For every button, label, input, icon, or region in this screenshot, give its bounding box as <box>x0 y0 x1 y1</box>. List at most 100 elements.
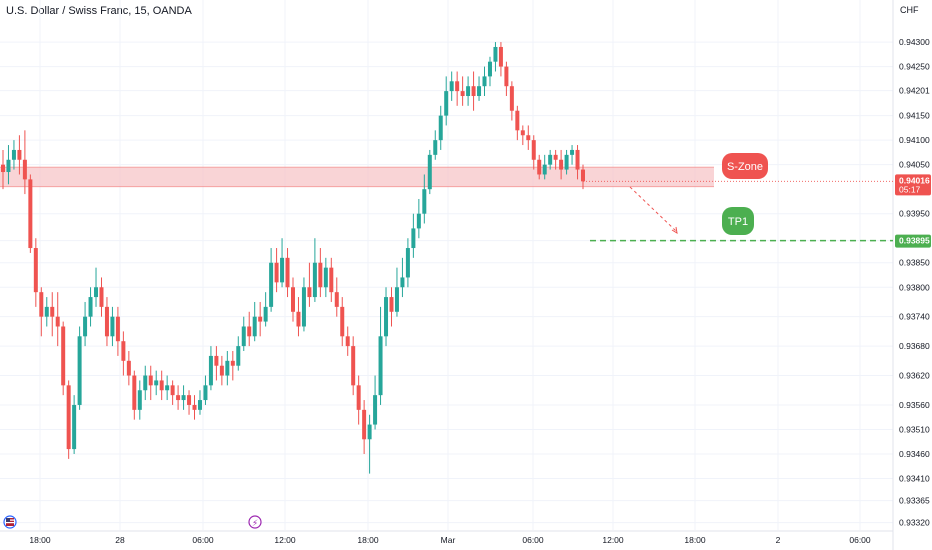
lightning-icon[interactable]: ⚡ <box>248 515 262 529</box>
candle-down <box>187 395 192 405</box>
candle-up <box>181 395 186 401</box>
time-tick-label: Mar <box>441 535 456 545</box>
candle-up <box>208 355 213 386</box>
candle-down <box>509 86 514 111</box>
candle-down <box>148 375 153 386</box>
current-price-badge-bg <box>895 174 931 196</box>
candle-down <box>258 316 263 322</box>
candle-down <box>115 316 120 342</box>
target-label: TP1 <box>722 207 754 235</box>
price-tick-label: 0.93800 <box>899 282 930 292</box>
price-tick-label: 0.94050 <box>899 160 930 170</box>
price-tick-label: 0.93320 <box>899 518 930 528</box>
candle-up <box>411 228 416 249</box>
flag-stripe-white <box>6 522 14 524</box>
candle-down <box>121 341 126 361</box>
candle-up <box>427 154 432 190</box>
target-label-pill <box>722 207 754 235</box>
candle-down <box>351 346 356 386</box>
projection-path <box>629 186 677 232</box>
price-tick-label: 0.93850 <box>899 258 930 268</box>
price-tick-label: 0.93620 <box>899 371 930 381</box>
candle-up <box>422 189 427 214</box>
candle-up <box>400 277 405 288</box>
candle-up <box>110 316 115 337</box>
candle-down <box>55 316 60 327</box>
candle-down <box>575 149 580 170</box>
countdown-timer: 05:17 <box>899 184 921 194</box>
us-flag-icon[interactable] <box>3 515 17 529</box>
candle-up <box>301 287 306 327</box>
zone-label-pill <box>722 153 768 179</box>
time-tick-label: 06:00 <box>192 535 214 545</box>
candle-down <box>526 135 531 141</box>
candle-up <box>570 149 575 155</box>
candle-up <box>542 164 547 175</box>
candle-down <box>329 267 334 293</box>
candle-down <box>389 297 394 312</box>
candle-down <box>460 91 465 97</box>
candle-down <box>230 360 235 366</box>
candle-down <box>362 409 367 440</box>
candle-down <box>126 360 131 376</box>
target-price-badge-bg <box>895 234 931 248</box>
time-axis-labels: 18:00 28 06:00 12:00 18:00 Mar 06:00 12:00 18:00… <box>29 535 871 545</box>
candle-up <box>72 404 77 450</box>
candle-down <box>214 355 219 366</box>
candle-down <box>291 287 295 312</box>
candle-down <box>498 46 503 67</box>
candles <box>1 42 585 474</box>
candle-down <box>504 66 509 87</box>
candle-down <box>61 326 66 386</box>
candle-down <box>531 140 536 160</box>
candle-down <box>274 262 279 283</box>
price-tick-label: 0.93510 <box>899 424 930 434</box>
zone-label-text: S-Zone <box>727 161 763 173</box>
symbol-title: U.S. Dollar / Swiss Franc, 15, OANDA <box>6 5 192 17</box>
candle-up <box>444 91 449 116</box>
price-tick-label: 0.93365 <box>899 496 930 506</box>
candle-down <box>247 326 252 337</box>
time-tick-label: 06:00 <box>849 535 871 545</box>
target-price-value: 0.93895 <box>899 236 930 246</box>
candle-down <box>33 248 38 293</box>
time-tick-label: 18:00 <box>357 535 379 545</box>
candle-up <box>394 287 399 312</box>
candle-down <box>22 159 27 180</box>
candle-up <box>449 81 454 92</box>
candle-up <box>197 400 202 410</box>
price-tick-label: 0.93560 <box>899 400 930 410</box>
flag-canton <box>6 518 10 522</box>
price-tick-label: 0.93460 <box>899 449 930 459</box>
candle-up <box>367 424 372 440</box>
time-tick-label: 12:00 <box>602 535 624 545</box>
candle-down <box>176 395 181 401</box>
price-tick-label: 0.94201 <box>899 86 930 96</box>
zone-label: S-Zone <box>722 153 768 179</box>
price-axis-labels: 0.94300 0.94250 0.94201 0.94150 0.94100 0.940… <box>899 37 930 528</box>
candle-up <box>88 297 93 317</box>
candle-down <box>39 292 44 317</box>
candle-up <box>6 159 11 173</box>
candle-down <box>28 179 33 249</box>
candle-up <box>252 316 257 337</box>
candle-down <box>132 375 137 410</box>
candle-up <box>241 326 246 347</box>
candle-up <box>416 213 421 229</box>
current-price-value: 0.94016 <box>899 175 930 185</box>
candle-up <box>438 115 443 141</box>
candle-down <box>307 287 312 298</box>
candle-down <box>1 164 5 173</box>
candle-down <box>66 385 71 450</box>
candle-down <box>537 159 542 175</box>
candle-up <box>44 306 49 317</box>
candle-up <box>433 140 438 155</box>
candle-down <box>356 385 361 410</box>
candle-up <box>11 149 16 160</box>
candle-up <box>384 297 389 337</box>
target-label-text: TP1 <box>728 216 748 228</box>
candle-up <box>312 262 317 298</box>
candle-up <box>493 46 498 62</box>
